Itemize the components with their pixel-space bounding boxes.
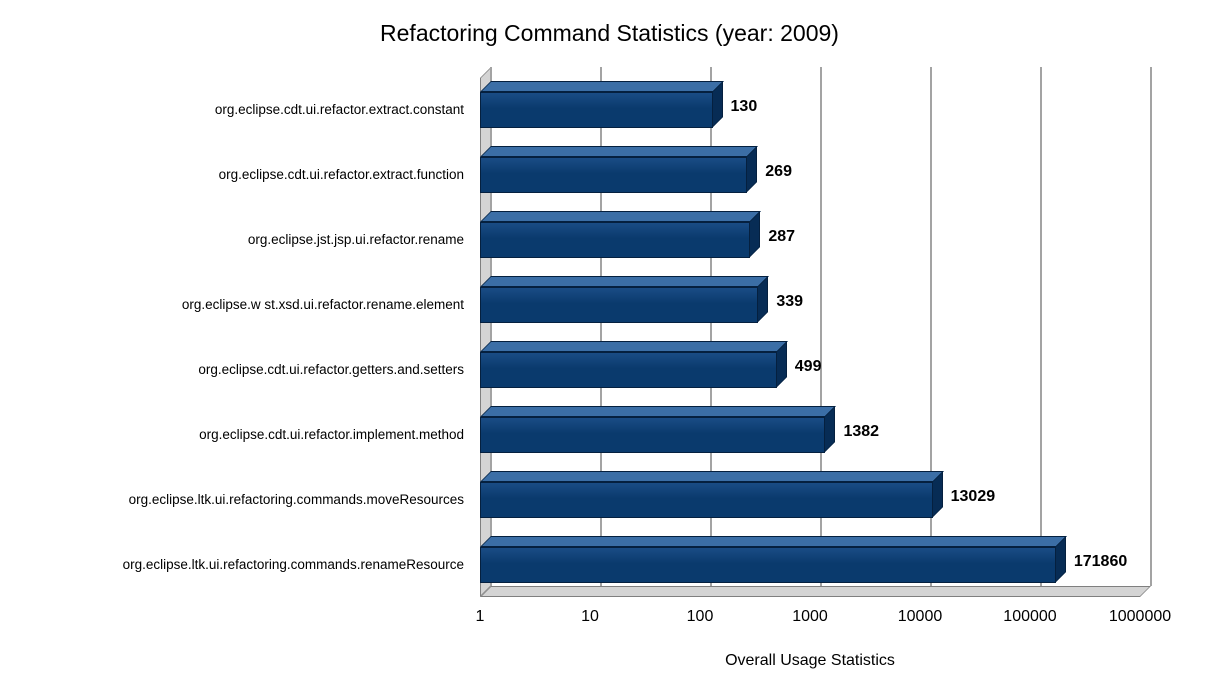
- x-tick-label: 10000: [897, 608, 943, 625]
- bar-top-face: [480, 211, 762, 223]
- bar: [480, 535, 1067, 583]
- gridline: [710, 67, 712, 586]
- value-label: 499: [794, 357, 822, 375]
- gridline: [1150, 67, 1152, 586]
- bar-top-face: [480, 535, 1067, 547]
- bar: [480, 470, 944, 518]
- bar-end-face: [746, 146, 758, 194]
- bar: [480, 211, 762, 259]
- category-label: org.eclipse.ltk.ui.refactoring.commands.…: [122, 556, 464, 572]
- gridline: [930, 67, 932, 586]
- value-label: 13029: [950, 487, 996, 505]
- category-label: org.eclipse.jst.jsp.ui.refactor.rename: [247, 232, 464, 248]
- x-tick-label: 1000: [792, 608, 828, 625]
- gridline: [600, 67, 602, 586]
- bar: [480, 405, 837, 453]
- bar-end-face: [757, 276, 769, 324]
- value-label: 171860: [1073, 552, 1128, 570]
- bar-end-face: [749, 211, 761, 259]
- plot-floor: [480, 586, 1151, 597]
- gridline: [490, 67, 492, 586]
- x-tick-label: 10: [581, 608, 599, 625]
- bar-top-face: [480, 405, 837, 417]
- gridline: [1040, 67, 1042, 586]
- x-tick-label: 1: [475, 608, 485, 625]
- x-tick-label: 100000: [1003, 608, 1057, 625]
- bar: [480, 340, 788, 388]
- category-label: org.eclipse.w st.xsd.ui.refactor.rename.…: [181, 297, 464, 313]
- bar-top-face: [480, 276, 770, 288]
- x-tick-label: 100: [686, 608, 714, 625]
- bar: [480, 146, 759, 194]
- bar-top-face: [480, 81, 724, 93]
- bar: [480, 276, 770, 324]
- bar-top-face: [480, 146, 759, 158]
- category-label: org.eclipse.cdt.ui.refactor.extract.func…: [218, 167, 464, 183]
- value-label: 130: [730, 98, 758, 116]
- value-label: 269: [765, 163, 792, 181]
- value-label: 1382: [843, 422, 880, 440]
- bar-top-face: [480, 340, 788, 352]
- x-tick-label: 1000000: [1108, 608, 1172, 625]
- gridline: [820, 67, 822, 586]
- x-axis-title: Overall Usage Statistics: [725, 652, 895, 669]
- category-label: org.eclipse.cdt.ui.refactor.extract.cons…: [214, 102, 464, 118]
- category-label: org.eclipse.cdt.ui.refactor.getters.and.…: [198, 361, 464, 377]
- chart-title: Refactoring Command Statistics (year: 20…: [380, 20, 839, 46]
- category-label: org.eclipse.ltk.ui.refactoring.commands.…: [128, 491, 464, 507]
- bar: [480, 81, 724, 129]
- value-label: 287: [768, 228, 796, 246]
- category-labels: org.eclipse.cdt.ui.refactor.extract.cons…: [0, 78, 470, 597]
- category-label: org.eclipse.cdt.ui.refactor.implement.me…: [199, 426, 464, 442]
- plot-area: 130 269 287 339 499 1382 13029 171860: [480, 67, 1152, 597]
- x-axis-ticks: 1 10 100 1000 10000 100000 1000000: [476, 608, 1172, 632]
- value-label: 339: [776, 293, 804, 311]
- bar-top-face: [480, 470, 944, 482]
